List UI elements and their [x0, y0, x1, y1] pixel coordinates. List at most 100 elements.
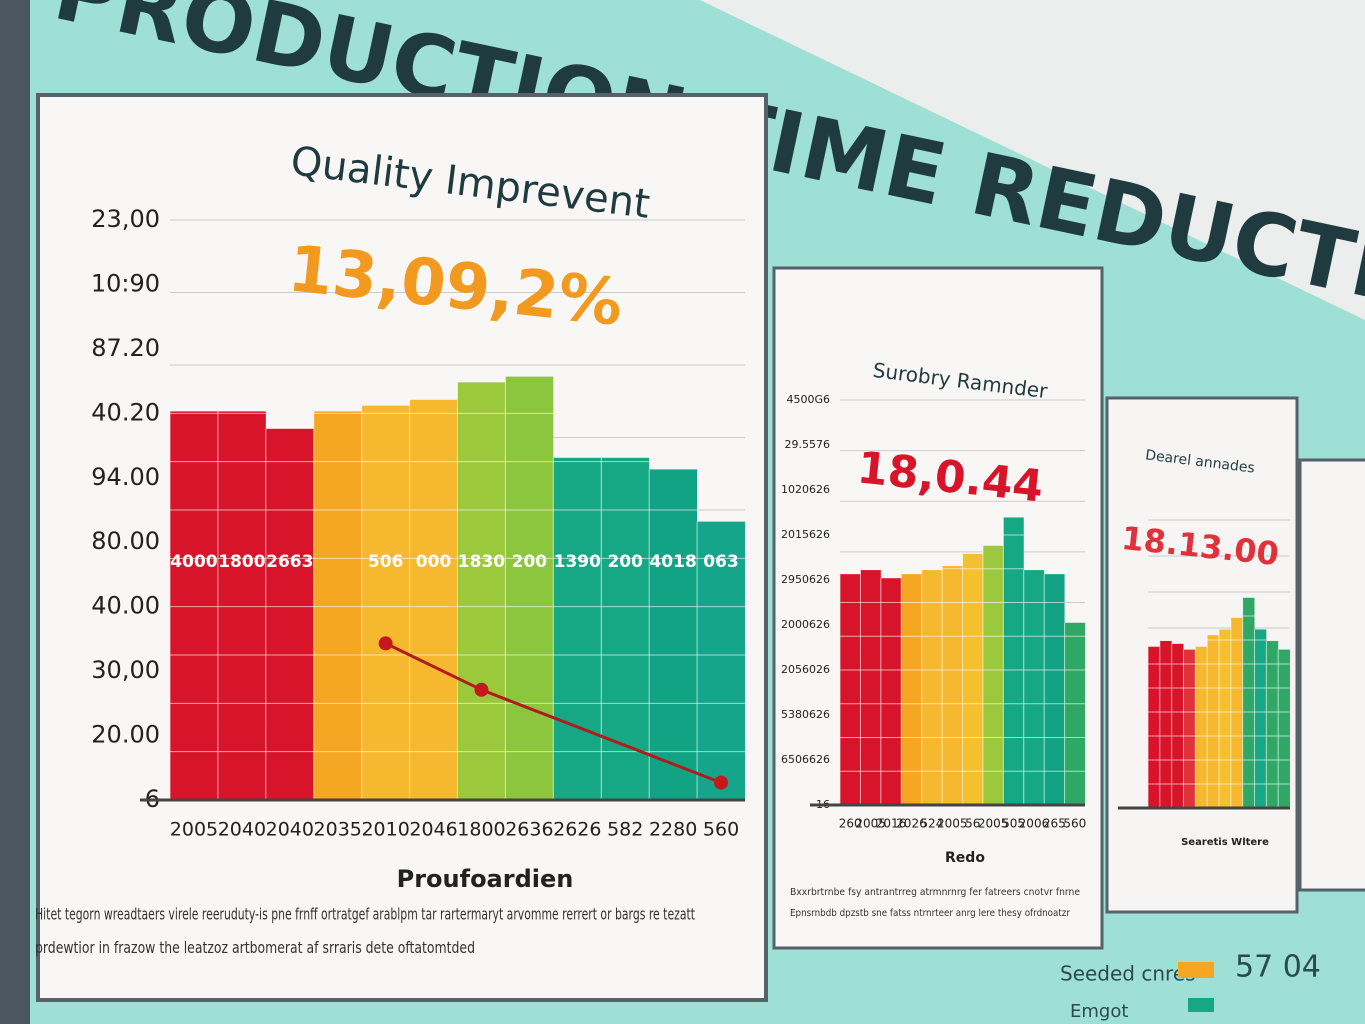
- caption: Epnsrnbdb dpzstb sne fatss ntrnrteer anr…: [790, 908, 1071, 919]
- bar: [1044, 574, 1065, 805]
- y-tick-label: 2950626: [781, 573, 830, 586]
- footer-swatch: [1188, 998, 1214, 1012]
- x-tick-label: 2005: [978, 816, 1009, 830]
- bar-text: 2663: [266, 552, 313, 572]
- x-tick-label: 56: [965, 816, 980, 830]
- bar-text: 4018: [649, 552, 696, 572]
- bar: [649, 469, 698, 800]
- bar: [1219, 629, 1231, 808]
- y-tick-label: 10:90: [91, 269, 160, 297]
- x-tick-label: 260: [839, 816, 862, 830]
- bar: [1254, 629, 1267, 808]
- bar: [1023, 570, 1045, 805]
- bar: [697, 521, 745, 800]
- bar: [1195, 646, 1208, 808]
- bar: [901, 574, 922, 805]
- bar: [962, 553, 983, 805]
- bar: [860, 570, 881, 805]
- panel: [1298, 458, 1365, 892]
- x-tick-label: 2016: [876, 816, 907, 830]
- bar: [1148, 646, 1160, 808]
- y-tick-label: 6506626: [781, 753, 830, 766]
- x-tick-label: 2010: [361, 819, 409, 841]
- bar: [982, 545, 1004, 805]
- bar-text: 1800: [218, 552, 265, 572]
- x-tick-label: 560: [703, 819, 739, 841]
- trend-point: [378, 636, 393, 651]
- footer-number: 57 04: [1235, 950, 1321, 985]
- x-tick-label: 2280: [649, 819, 697, 841]
- x-tick-label: 2005: [937, 816, 968, 830]
- x-tick-label: 2005: [170, 819, 218, 841]
- caption: Hitet tegorn wreadtaers virele reeruduty…: [35, 905, 695, 924]
- bar: [1266, 640, 1279, 808]
- x-tick-label: 2040: [266, 819, 314, 841]
- y-tick-label: 29.5576: [785, 438, 831, 451]
- trend-point: [714, 775, 729, 790]
- caption: Bxxrbrtrnbe fsy antrantrreg atrmnrnrg fe…: [790, 887, 1080, 898]
- bar: [409, 399, 458, 800]
- bar: [1207, 635, 1219, 808]
- x-axis-label: Redo: [945, 850, 985, 866]
- caption: prdewtior in frazow the leatzoz artbomer…: [35, 938, 475, 957]
- y-tick-label: 4500G6: [786, 393, 830, 406]
- y-tick-label: 40.00: [91, 592, 160, 620]
- y-tick-label: 2056026: [781, 663, 830, 676]
- bar: [942, 566, 963, 805]
- x-tick-label: 505: [1002, 816, 1025, 830]
- footer-text: Emgot: [1070, 1001, 1128, 1022]
- bar: [361, 405, 410, 800]
- bar: [217, 411, 266, 800]
- x-tick-label: 2005: [855, 816, 886, 830]
- x-tick-label: 2026: [896, 816, 927, 830]
- bar-text: 4000: [170, 552, 217, 572]
- y-tick-label: 23,00: [91, 205, 160, 233]
- y-tick-label: 2015626: [781, 528, 830, 541]
- bar: [457, 382, 506, 800]
- y-tick-label: 20.00: [91, 721, 160, 749]
- bar: [1159, 640, 1172, 808]
- x-tick-label: 2006: [1019, 816, 1050, 830]
- x-tick-label: 2626: [553, 819, 601, 841]
- y-tick-label: 40.20: [91, 398, 160, 426]
- y-tick-label: 80.00: [91, 527, 160, 555]
- bar: [601, 457, 650, 800]
- bar: [1064, 622, 1085, 805]
- bar-text: 000: [416, 552, 452, 572]
- ceiling: [700, 0, 1365, 320]
- x-tick-label: 2040: [218, 819, 266, 841]
- trend-point: [474, 682, 489, 697]
- y-tick-label: 2000626: [781, 618, 830, 631]
- bar: [921, 570, 943, 805]
- y-tick-label: 5380626: [781, 708, 830, 721]
- footer-text: Seeded cnres: [1060, 962, 1196, 986]
- bar-text: 200: [512, 552, 548, 572]
- bar-text: 063: [703, 552, 739, 572]
- x-axis-label: Searetis Wltere: [1181, 837, 1269, 848]
- bar: [880, 578, 902, 805]
- frame: [0, 0, 30, 1024]
- bar-text: 1830: [458, 552, 505, 572]
- x-tick-label: 524: [920, 816, 943, 830]
- x-tick-label: 2046: [409, 819, 457, 841]
- bar-text: 1390: [554, 552, 601, 572]
- bar: [265, 428, 314, 800]
- bar: [840, 574, 861, 805]
- bar: [1171, 643, 1184, 808]
- bar: [170, 411, 218, 800]
- bar: [505, 376, 554, 800]
- y-tick-label: 1020626: [781, 483, 830, 496]
- bar: [553, 457, 602, 800]
- x-tick-label: 1800: [457, 819, 505, 841]
- y-tick-label: 30,00: [91, 656, 160, 684]
- x-axis-label: Proufoardien: [397, 865, 574, 893]
- bar: [1230, 617, 1243, 808]
- bar: [1003, 517, 1024, 805]
- bar: [1278, 649, 1290, 808]
- bar: [313, 411, 362, 800]
- x-tick-label: 2636: [505, 819, 553, 841]
- x-tick-label: 560: [1063, 816, 1086, 830]
- bar-text: 200: [607, 552, 643, 572]
- x-tick-label: 582: [607, 819, 643, 841]
